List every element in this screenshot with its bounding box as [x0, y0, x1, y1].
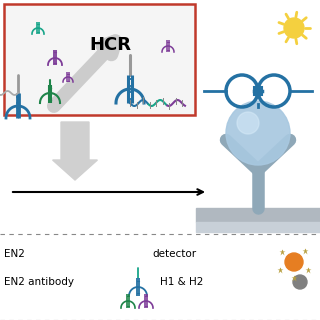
Bar [196, 208, 320, 222]
Circle shape [237, 112, 259, 134]
Text: EN2: EN2 [4, 249, 25, 259]
Circle shape [226, 101, 290, 165]
Text: detector: detector [152, 249, 196, 259]
Text: EN2 antibody: EN2 antibody [4, 277, 74, 287]
Text: H1 & H2: H1 & H2 [160, 277, 204, 287]
Circle shape [293, 275, 307, 289]
Bar [196, 222, 320, 232]
Text: HCR: HCR [89, 36, 131, 54]
Circle shape [285, 253, 303, 271]
FancyArrow shape [52, 122, 97, 180]
Bar [4, 4, 195, 115]
Circle shape [284, 18, 304, 38]
